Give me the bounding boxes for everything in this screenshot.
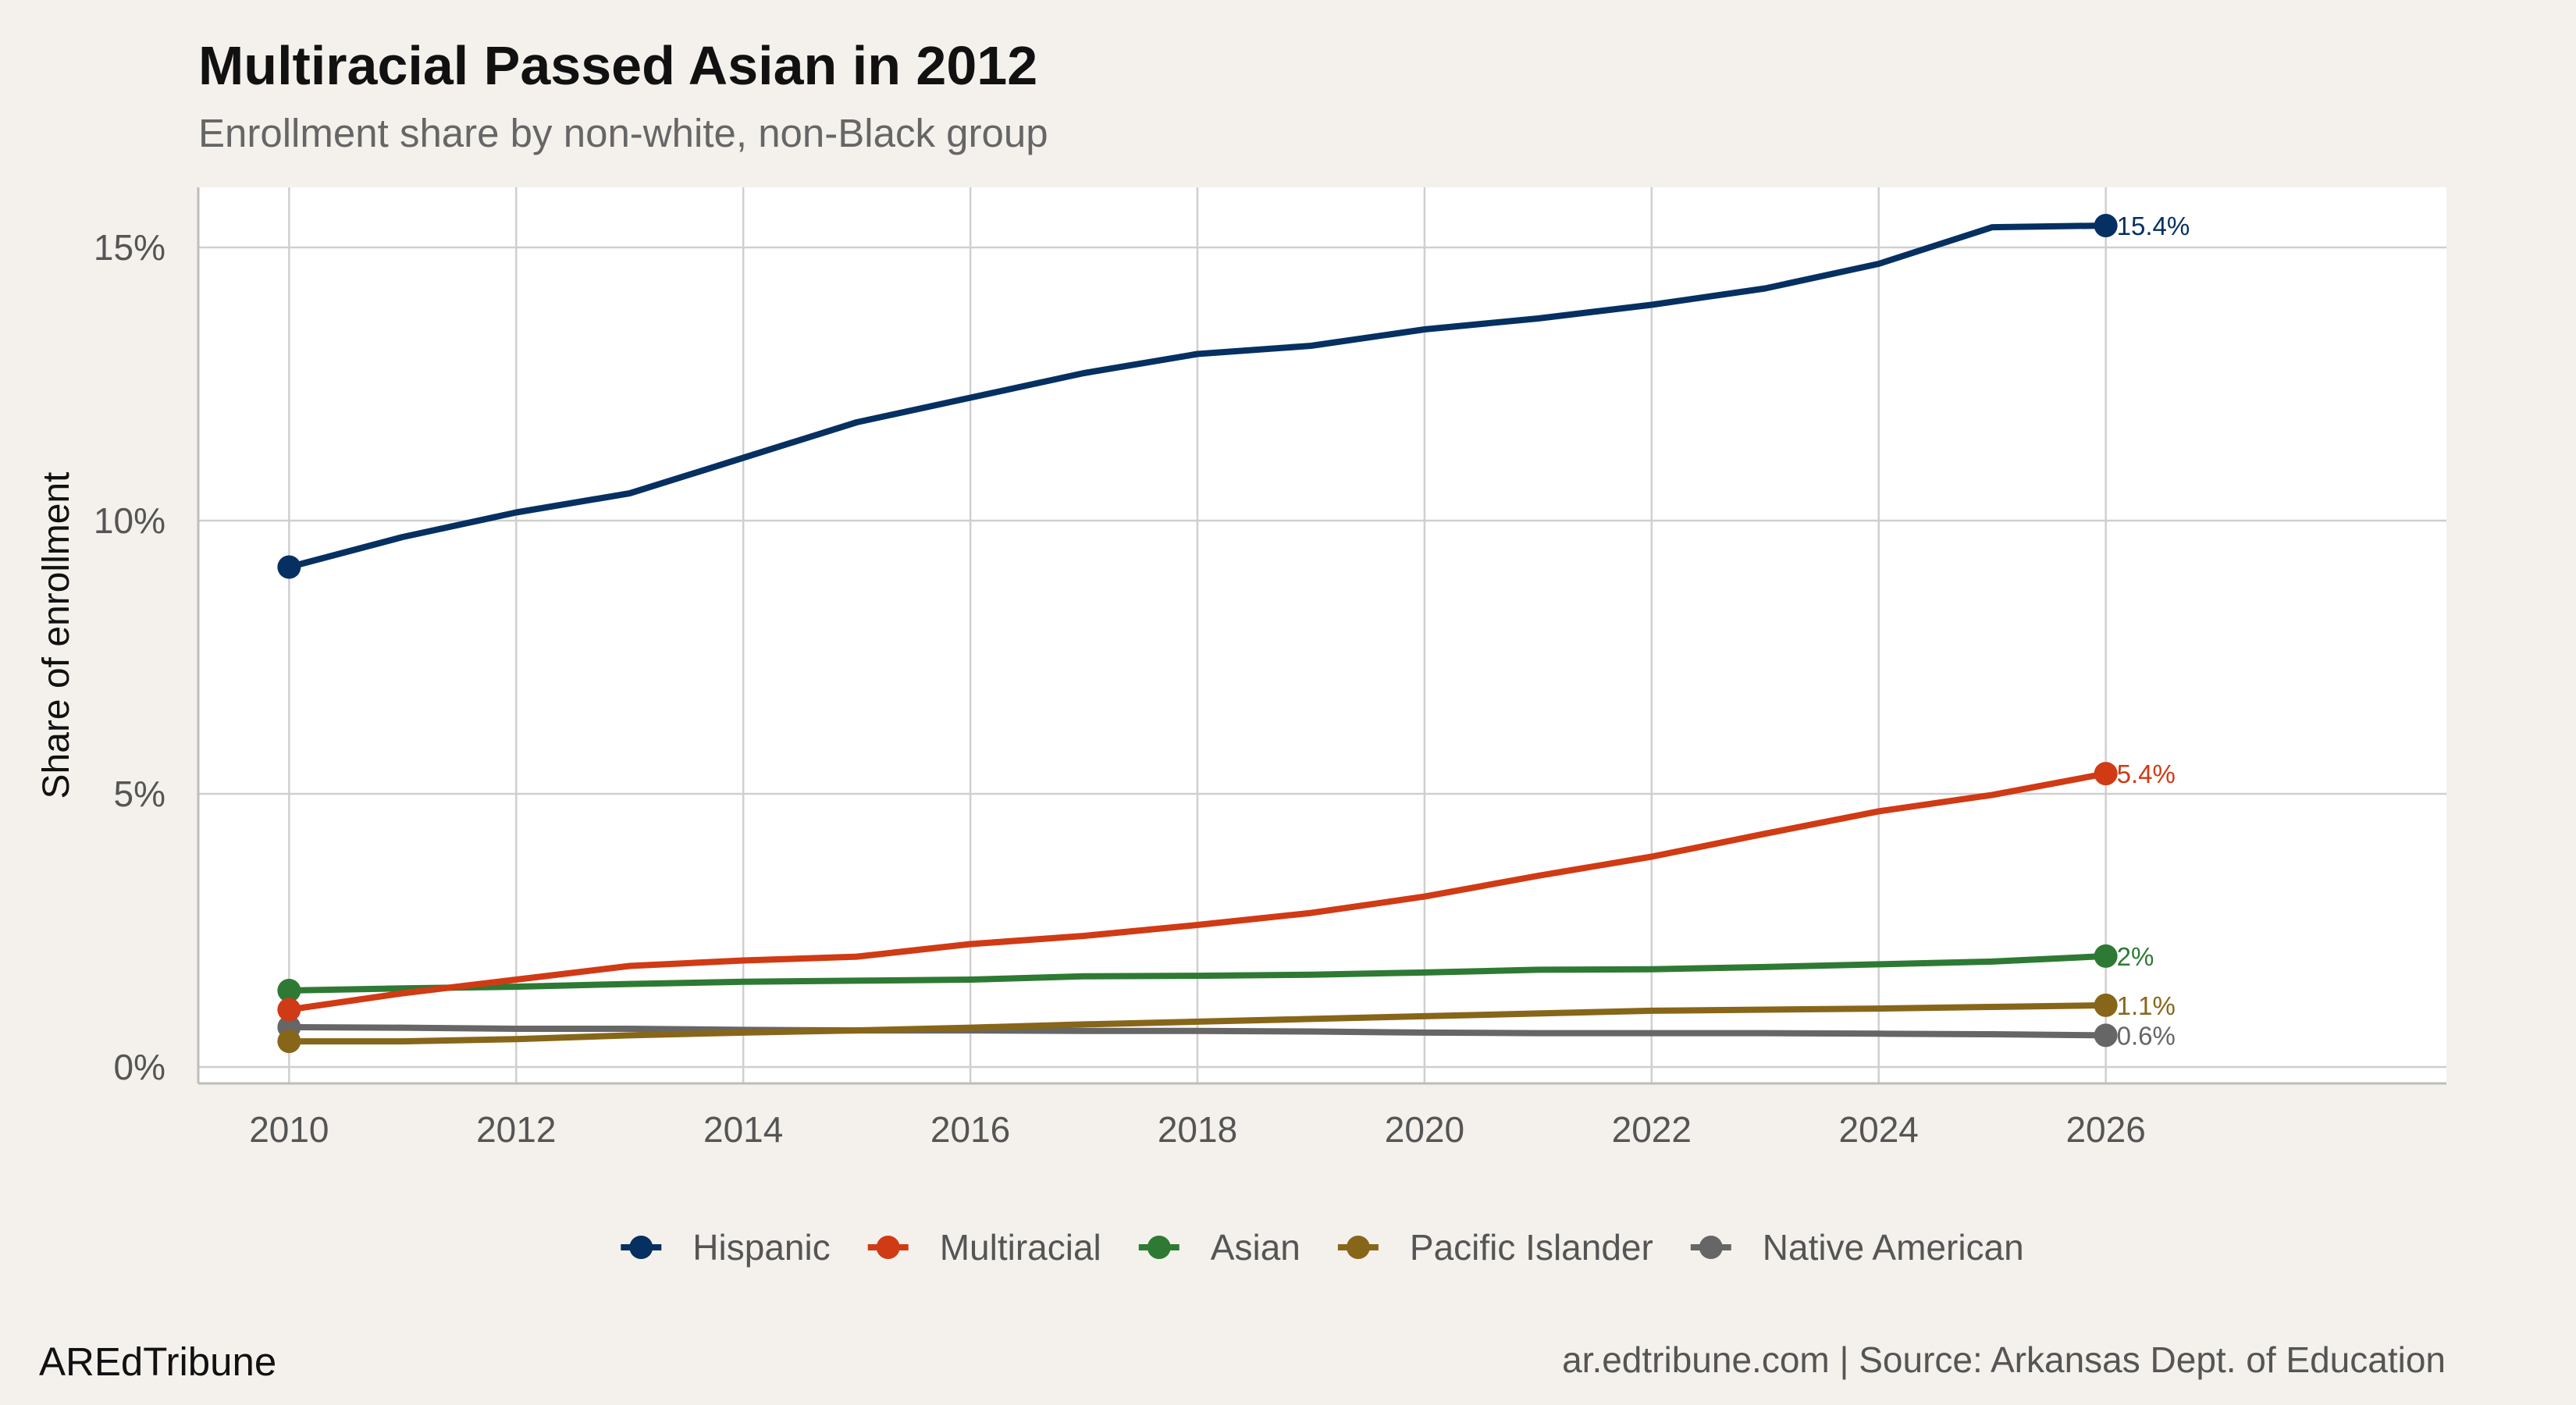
chart-subtitle: Enrollment share by non-white, non-Black… [198,111,1048,155]
start-point-hispanic [277,555,301,579]
y-axis-ticks: 0% 5% 10% 15% [94,227,165,1087]
legend-item-hispanic: Hispanic [621,1227,831,1268]
series-line-hispanic [286,222,2109,571]
start-point-multiracial [277,998,301,1022]
legend-label: Asian [1211,1227,1300,1268]
end-label-hispanic: 15.4% [2117,212,2190,240]
x-tick-label-2014: 2014 [703,1109,783,1150]
y-tick-label-10: 10% [94,500,165,541]
series-line-native-american [286,1023,2109,1039]
x-tick-label-2024: 2024 [1839,1109,1919,1150]
legend-item-native-american: Native American [1690,1227,2024,1268]
end-label-asian: 2% [2117,942,2154,971]
legend-item-pacific-islander: Pacific Islander [1337,1227,1653,1268]
legend-label: Multiracial [940,1227,1101,1268]
legend-label: Hispanic [692,1227,830,1268]
x-tick-label-2012: 2012 [476,1109,556,1150]
x-tick-label-2018: 2018 [1158,1109,1237,1150]
y-tick-label-0: 0% [114,1047,165,1087]
x-tick-label-2022: 2022 [1612,1109,1692,1150]
legend-key-point [1699,1236,1723,1259]
plot-panel [198,187,2446,1083]
end-label-native-american: 0.6% [2117,1021,2176,1050]
end-point-hispanic [2094,214,2118,237]
x-tick-label-2020: 2020 [1385,1109,1464,1150]
brand-name: AREdTribune [39,1339,276,1384]
x-axis-ticks: 2010 2012 2014 2016 2018 2020 2022 2024 2026 [249,1109,2146,1150]
y-tick-label-15: 15% [94,227,165,268]
legend-label: Pacific Islander [1410,1227,1653,1268]
legend: Hispanic Multiracial Asian Pacific Islander… [621,1227,2024,1268]
end-point-multiracial [2094,762,2118,786]
end-point-asian [2094,944,2118,968]
series-line-asian [286,952,2109,994]
chart-title: Multiracial Passed Asian in 2012 [198,35,1037,96]
axes [197,187,2446,1085]
end-point-pacific-islander [2094,993,2118,1017]
end-labels: 15.4% 5.4% 2% 1.1%0.6% [2117,212,2190,1050]
y-axis-label: Share of enrollment [36,472,77,799]
legend-item-multiracial: Multiracial [867,1227,1101,1268]
series-points [277,214,2118,1054]
end-label-multiracial: 5.4% [2117,759,2176,788]
series-line-multiracial [286,770,2109,1013]
end-point-native-american [2094,1023,2118,1048]
legend-label: Native American [1763,1227,2024,1268]
grid-lines [198,187,2446,1083]
start-point-pacific-islander [277,1030,301,1054]
legend-key-point [629,1236,653,1259]
legend-item-asian: Asian [1138,1227,1300,1268]
legend-key-point [1346,1236,1370,1259]
legend-key-point [1147,1236,1171,1259]
source-note: ar.edtribune.com | Source: Arkansas Dept… [1562,1339,2446,1380]
end-label-pacific-islander: 1.1% [2117,991,2176,1020]
series-line-pacific-islander [286,1001,2109,1045]
start-point-asian [277,979,301,1002]
series-lines [286,222,2109,1045]
y-tick-label-5: 5% [114,774,165,814]
legend-key-point [876,1236,900,1259]
x-tick-label-2010: 2010 [249,1109,329,1150]
x-tick-label-2016: 2016 [930,1109,1010,1150]
x-tick-label-2026: 2026 [2065,1109,2145,1150]
